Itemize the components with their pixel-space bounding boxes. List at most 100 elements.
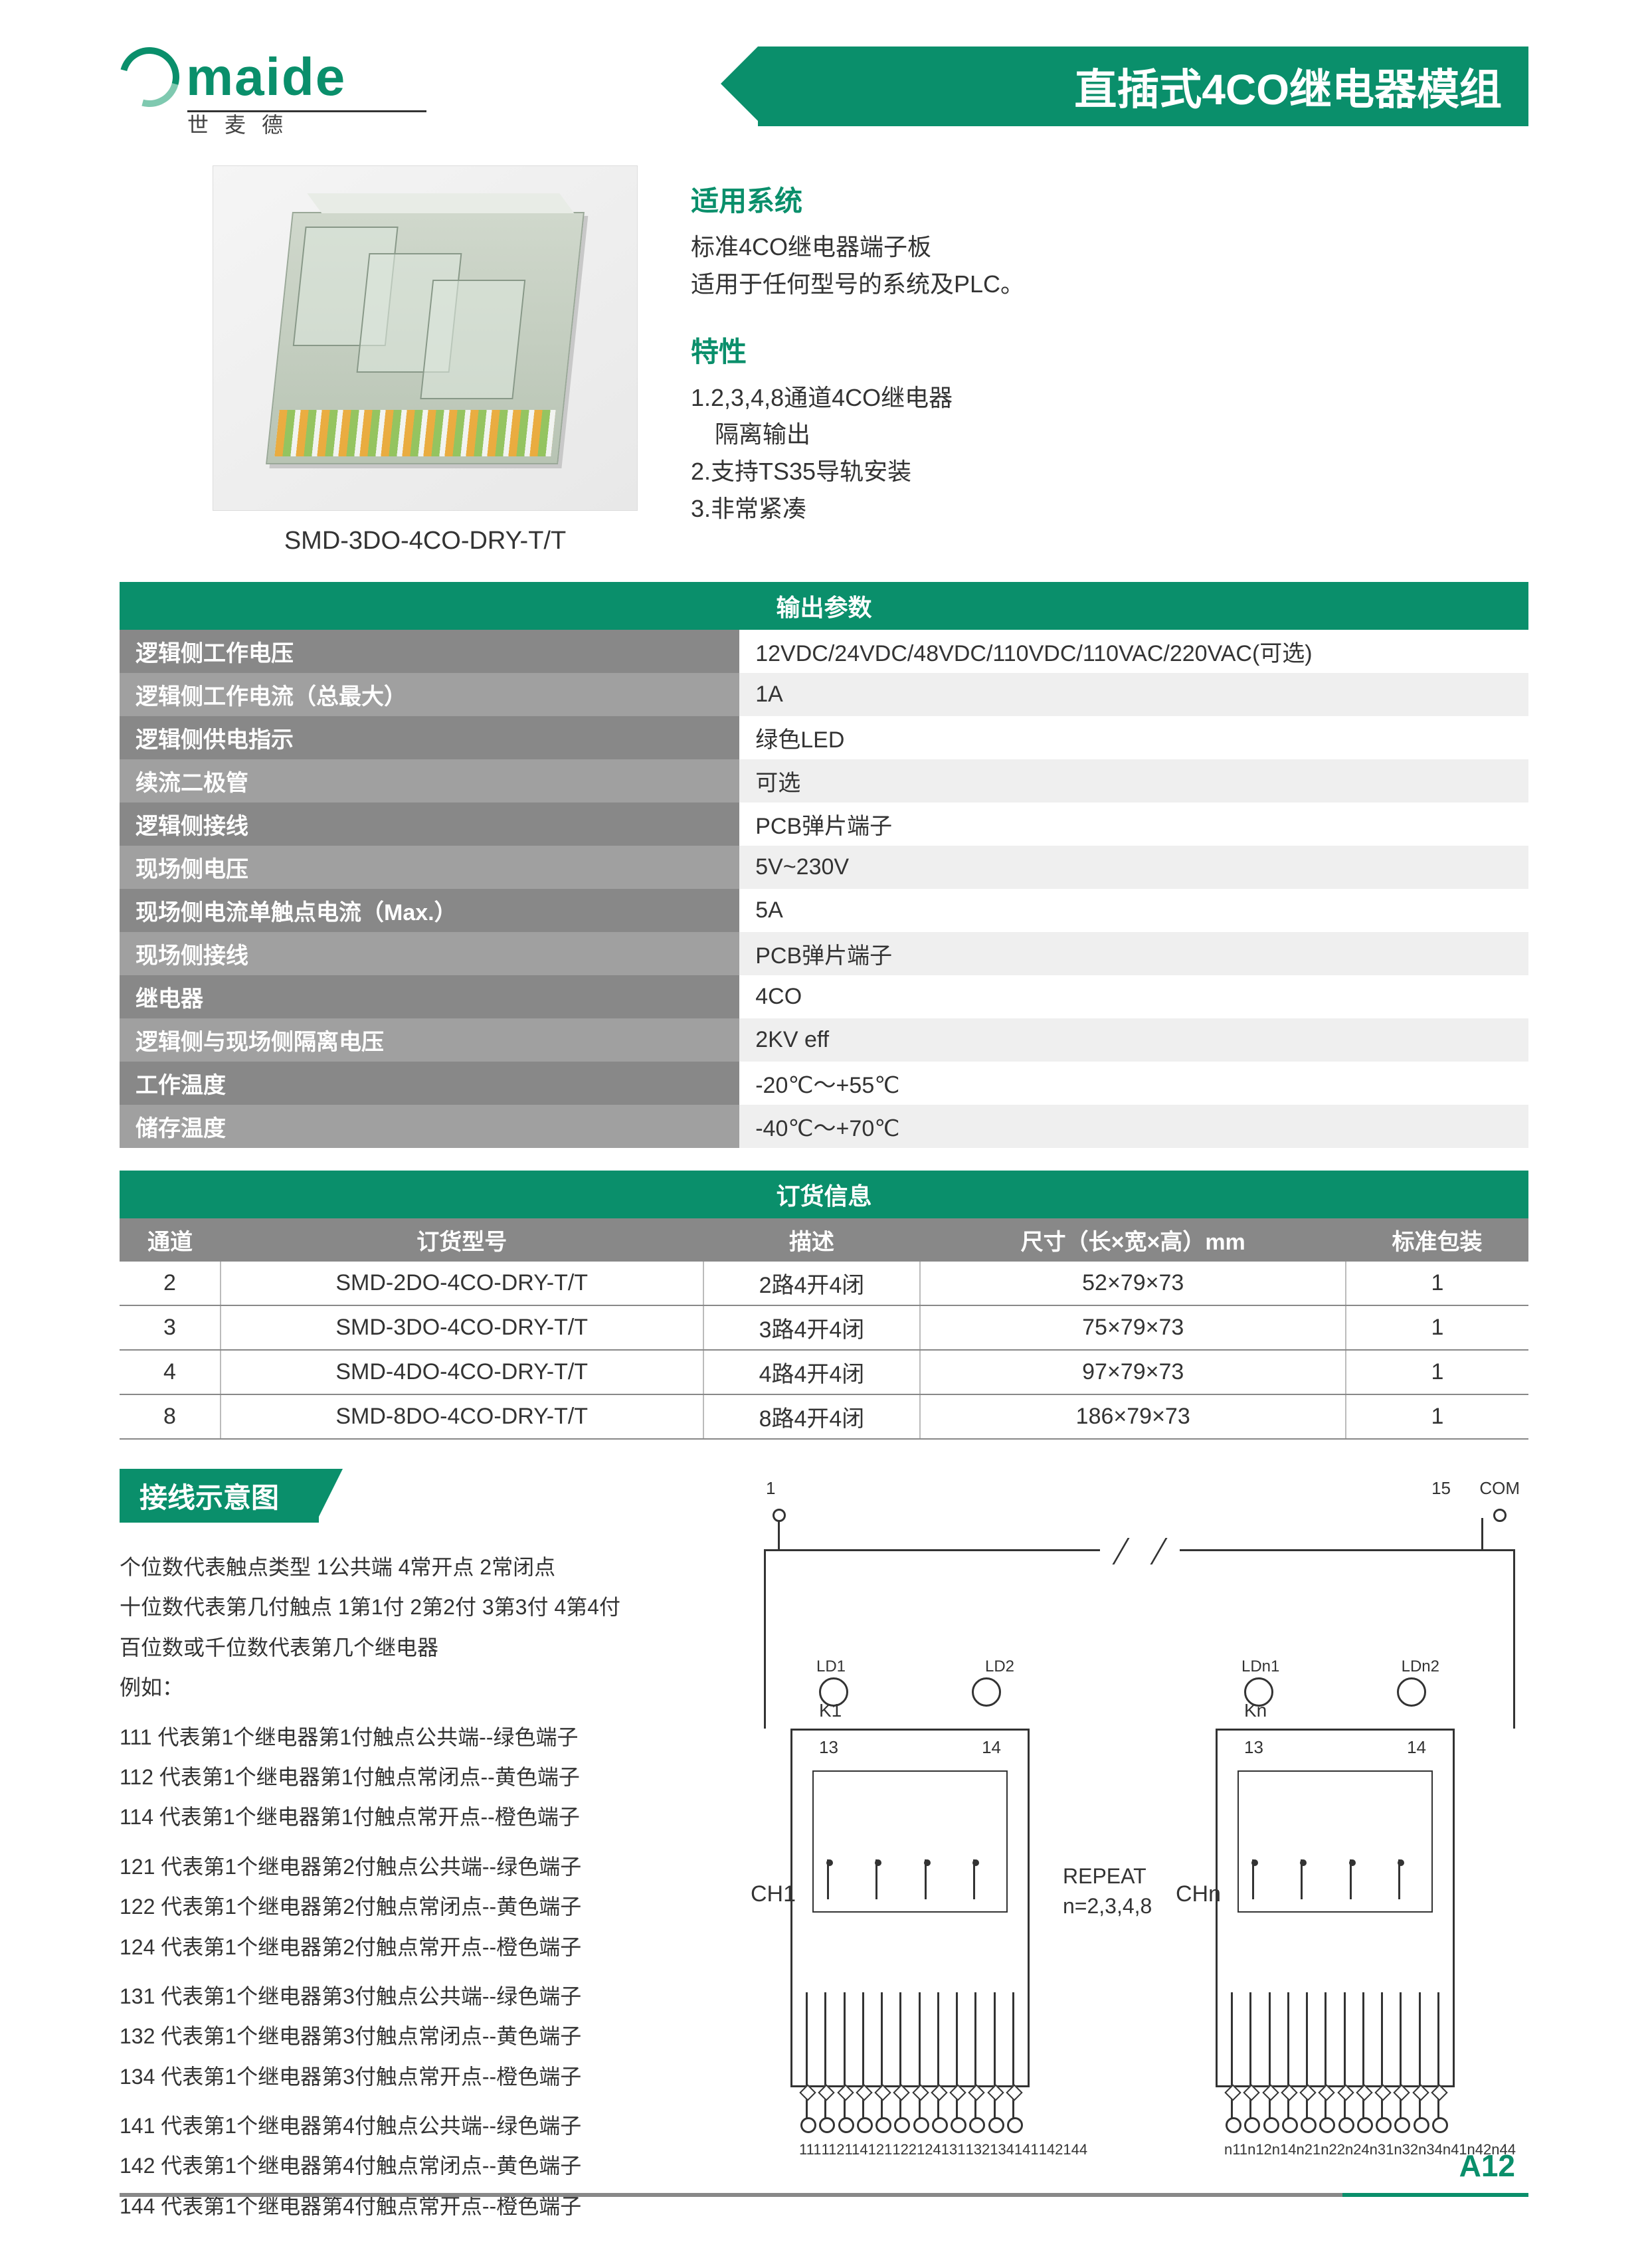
- wiring-text: 个位数代表触点类型 1公共端 4常开点 2常闭点十位数代表第几付触点 1第1付 …: [120, 1549, 717, 2228]
- page-number: A12: [1459, 2148, 1515, 2184]
- order-cell: 4: [120, 1350, 221, 1394]
- pin-label-left: 1: [766, 1478, 775, 1499]
- order-table-header: 订货信息: [120, 1171, 1528, 1218]
- order-col-header: 标准包装: [1346, 1218, 1528, 1262]
- wiring-intro-line: 十位数代表第几付触点 1第1付 2第2付 3第3付 4第4付: [120, 1589, 717, 1625]
- spec-row: 逻辑侧供电指示绿色LED: [120, 716, 1528, 759]
- wiring-line: 132 代表第1个继电器第3付触点常闭点--黄色端子: [120, 2018, 717, 2054]
- wiring-row: 个位数代表触点类型 1公共端 4常开点 2常闭点十位数代表第几付触点 1第1付 …: [120, 1549, 1528, 2228]
- order-cell: SMD-2DO-4CO-DRY-T/T: [221, 1262, 703, 1305]
- feature-item: 2.支持TS35导轨安装: [691, 453, 1528, 490]
- logo-brand: maide: [186, 47, 346, 108]
- spec-row: 逻辑侧工作电压12VDC/24VDC/48VDC/110VDC/110VAC/2…: [120, 630, 1528, 673]
- order-cell: 1: [1346, 1394, 1528, 1439]
- spec-label: 续流二极管: [120, 759, 739, 803]
- wiring-line: 124 代表第1个继电器第2付触点常开点--橙色端子: [120, 1929, 717, 1965]
- pin-number: n14: [1272, 2141, 1297, 2158]
- wiring-line: 142 代表第1个继电器第4付触点常闭点--黄色端子: [120, 2148, 717, 2184]
- spec-value: 4CO: [739, 975, 1528, 1018]
- wiring-intro-line: 个位数代表触点类型 1公共端 4常开点 2常闭点: [120, 1549, 717, 1585]
- wiring-line: 121 代表第1个继电器第2付触点公共端--绿色端子: [120, 1849, 717, 1885]
- pin-number: 134: [990, 2141, 1014, 2158]
- order-cell: 1: [1346, 1262, 1528, 1305]
- pin-number: 144: [1063, 2141, 1087, 2158]
- pin-number: 124: [917, 2141, 941, 2158]
- pin-number: n11: [1224, 2141, 1247, 2158]
- spec-label: 逻辑侧工作电流（总最大）: [120, 673, 739, 716]
- spec-row: 现场侧电压5V~230V: [120, 846, 1528, 889]
- spec-row: 逻辑侧工作电流（总最大）1A: [120, 673, 1528, 716]
- feature-item: 1.2,3,4,8通道4CO继电器: [691, 379, 1528, 417]
- order-cell: 52×79×73: [920, 1262, 1346, 1305]
- pin-number: 114: [845, 2141, 868, 2158]
- system-heading: 适用系统: [691, 179, 1528, 219]
- order-col-header: 通道: [120, 1218, 221, 1262]
- spec-row: 储存温度-40℃～+70℃: [120, 1105, 1528, 1148]
- logo-subtext: 世麦德: [187, 108, 299, 139]
- product-image: [213, 165, 638, 511]
- spec-label: 现场侧电流单触点电流（Max.）: [120, 889, 739, 932]
- t14-label: 14: [982, 1737, 1001, 1758]
- wiring-line: 114 代表第1个继电器第1付触点常开点--橙色端子: [120, 1799, 717, 1835]
- order-cell: 3路4开4闭: [703, 1305, 921, 1350]
- system-line: 适用于任何型号的系统及PLC。: [691, 266, 1528, 303]
- com-label: COM: [1479, 1478, 1520, 1498]
- spec-label: 现场侧电压: [120, 846, 739, 889]
- pin-number: 131: [941, 2141, 966, 2158]
- info-block: 适用系统 标准4CO继电器端子板 适用于任何型号的系统及PLC。 特性 1.2,…: [691, 165, 1528, 555]
- wiring-diagram: 1 15 COM LD1 LD2 K1 13 14: [751, 1549, 1528, 2214]
- pin-number: n32: [1394, 2141, 1418, 2158]
- order-cell: 8: [120, 1394, 221, 1439]
- order-cell: SMD-8DO-4CO-DRY-T/T: [221, 1394, 703, 1439]
- product-image-block: SMD-3DO-4CO-DRY-T/T: [213, 165, 638, 555]
- spec-value: -40℃～+70℃: [739, 1105, 1528, 1148]
- logo-block: maide 世麦德: [120, 47, 426, 139]
- footer-bar: [120, 2193, 1528, 2197]
- relay-unit-1: LD1 LD2 K1 13 14 11111211412112212413113…: [790, 1729, 1030, 2087]
- wiring-heading: 接线示意图: [120, 1469, 319, 1523]
- feature-item: 3.非常紧凑: [691, 490, 1528, 527]
- spec-label: 现场侧接线: [120, 932, 739, 975]
- spec-label: 继电器: [120, 975, 739, 1018]
- order-cell: 2路4开4闭: [703, 1262, 921, 1305]
- ld2-label: LD2: [985, 1657, 1014, 1676]
- t13-label: 13: [819, 1737, 838, 1758]
- ldn1-label: LDn1: [1241, 1657, 1279, 1676]
- ld1-label: LD1: [816, 1657, 846, 1676]
- feature-item: 隔离输出: [691, 416, 1528, 453]
- feature-heading: 特性: [691, 330, 1528, 370]
- spec-table: 输出参数 逻辑侧工作电压12VDC/24VDC/48VDC/110VDC/110…: [120, 582, 1528, 1148]
- wiring-group: 111 代表第1个继电器第1付触点公共端--绿色端子112 代表第1个继电器第1…: [120, 1719, 717, 1836]
- spec-row: 现场侧电流单触点电流（Max.）5A: [120, 889, 1528, 932]
- page-title: 直插式4CO继电器模组: [758, 47, 1528, 126]
- spec-value: 12VDC/24VDC/48VDC/110VDC/110VAC/220VAC(可…: [739, 630, 1528, 673]
- order-cell: 1: [1346, 1305, 1528, 1350]
- wiring-intro-line: 例如：: [120, 1669, 717, 1705]
- spec-value: 2KV eff: [739, 1018, 1528, 1062]
- order-cell: 1: [1346, 1350, 1528, 1394]
- spec-row: 工作温度-20℃～+55℃: [120, 1062, 1528, 1105]
- pin-number: n24: [1345, 2141, 1370, 2158]
- spec-table-header: 输出参数: [120, 582, 1528, 630]
- led-icon: [1397, 1677, 1426, 1707]
- pin-number: n21: [1297, 2141, 1321, 2158]
- wiring-group: 121 代表第1个继电器第2付触点公共端--绿色端子122 代表第1个继电器第2…: [120, 1849, 717, 1965]
- pin-number: 121: [868, 2141, 893, 2158]
- spec-label: 逻辑侧接线: [120, 803, 739, 846]
- order-cell: 2: [120, 1262, 221, 1305]
- spec-label: 工作温度: [120, 1062, 739, 1105]
- pin-number: 122: [892, 2141, 917, 2158]
- relay-unit-n: LDn1 LDn2 Kn 13 14 n11n12n14n21n22n24n31…: [1216, 1729, 1455, 2087]
- pin-number: 142: [1039, 2141, 1063, 2158]
- repeat-label: REPEAT n=2,3,4,8: [1063, 1861, 1152, 1921]
- spec-row: 续流二极管可选: [120, 759, 1528, 803]
- feature-list: 1.2,3,4,8通道4CO继电器 隔离输出 2.支持TS35导轨安装 3.非常…: [691, 379, 1528, 527]
- pin-number: n34: [1418, 2141, 1443, 2158]
- spec-row: 现场侧接线PCB弹片端子: [120, 932, 1528, 975]
- order-row: 8SMD-8DO-4CO-DRY-T/T8路4开4闭186×79×731: [120, 1394, 1528, 1439]
- spec-label: 逻辑侧工作电压: [120, 630, 739, 673]
- k1-label: K1: [819, 1700, 842, 1721]
- ch1-label: CH1: [751, 1881, 796, 1907]
- order-cell: SMD-3DO-4CO-DRY-T/T: [221, 1305, 703, 1350]
- order-col-header: 订货型号: [221, 1218, 703, 1262]
